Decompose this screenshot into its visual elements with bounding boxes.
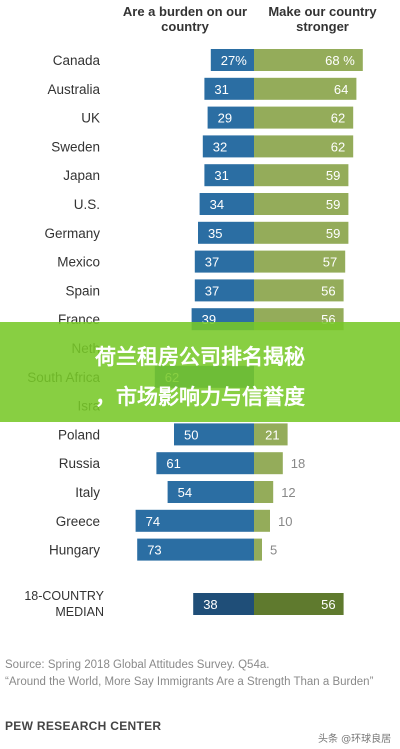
burden-bar	[167, 481, 254, 503]
stronger-value-label: 62	[331, 139, 345, 154]
publisher-name: PEW RESEARCH CENTER	[5, 719, 162, 733]
stronger-value-label: 21	[265, 427, 279, 442]
stronger-bar	[254, 193, 349, 215]
burden-value-label: 54	[178, 485, 192, 500]
country-label: Poland	[58, 427, 100, 442]
source-note: Source: Spring 2018 Global Attitudes Sur…	[5, 659, 270, 671]
burden-value-label: 37	[205, 255, 219, 270]
median-stronger-bar	[254, 593, 344, 615]
burden-bar	[207, 106, 254, 129]
stronger-bar	[254, 538, 262, 561]
stronger-value-label: 56	[321, 283, 335, 298]
banner-title-line2: ，市场影响力与信誉度	[95, 385, 305, 409]
stronger-value-label: 68 %	[325, 53, 355, 68]
overlay-banner	[0, 322, 400, 422]
burden-bar	[199, 193, 254, 215]
stronger-bar	[254, 221, 349, 244]
stronger-bar	[254, 481, 274, 503]
stronger-bar	[254, 77, 357, 100]
stronger-value-label: 59	[326, 168, 340, 183]
burden-bar	[204, 164, 254, 187]
country-label: Italy	[75, 485, 100, 500]
stronger-bar	[254, 452, 283, 475]
burden-bar	[210, 49, 254, 71]
stronger-value-label: 59	[326, 197, 340, 212]
banner-title-line1: 荷兰租房公司排名揭秘	[95, 345, 305, 369]
median-stronger-value: 56	[321, 597, 335, 612]
burden-value-label: 34	[210, 197, 224, 212]
median-label-line1: 18-COUNTRY	[24, 589, 104, 603]
stronger-bar	[254, 106, 354, 129]
burden-bar	[137, 538, 254, 561]
burden-value-label: 35	[208, 226, 222, 241]
diverging-bar-chart: Canada 27% 68 % Australia 31 64 UK 29 62 Sweden 32…	[24, 49, 363, 619]
stronger-value-label: 57	[323, 255, 337, 270]
stronger-bar	[254, 509, 270, 532]
stronger-value-label: 12	[281, 485, 295, 500]
country-label: Australia	[47, 82, 100, 97]
burden-bar	[198, 221, 254, 244]
median-burden-value: 38	[203, 597, 217, 612]
country-label: Russia	[59, 456, 101, 471]
burden-value-label: 37	[205, 283, 219, 298]
burden-value-label: 50	[184, 427, 198, 442]
stronger-value-label: 10	[278, 514, 292, 529]
burden-bar	[194, 250, 254, 273]
country-label: Mexico	[57, 255, 100, 270]
burden-value-label: 29	[218, 111, 232, 126]
country-label: Sweden	[51, 139, 100, 154]
stronger-value-label: 18	[291, 456, 305, 471]
header-stronger: Make our country stronger	[268, 4, 377, 34]
header-burden: Are a burden on our country	[122, 4, 248, 34]
stronger-bar	[254, 279, 344, 302]
country-label: Spain	[65, 283, 100, 298]
burden-bar	[202, 135, 254, 158]
stronger-bar	[254, 49, 363, 71]
burden-value-label: 31	[214, 168, 228, 183]
burden-value-label: 74	[146, 514, 160, 529]
burden-value-label: 27%	[221, 53, 247, 68]
median-burden-bar	[193, 593, 254, 615]
stronger-bar	[254, 250, 346, 273]
stronger-value-label: 59	[326, 226, 340, 241]
median-label-line2: MEDIAN	[55, 605, 104, 619]
country-label: UK	[81, 111, 100, 126]
burden-bar	[156, 452, 254, 475]
country-label: Germany	[44, 226, 100, 241]
burden-value-label: 32	[213, 139, 227, 154]
stronger-bar	[254, 135, 354, 158]
stronger-bar	[254, 423, 288, 446]
burden-value-label: 31	[214, 82, 228, 97]
country-label: Japan	[63, 168, 100, 183]
burden-bar	[194, 279, 254, 302]
burden-bar	[204, 77, 254, 100]
stronger-bar	[254, 164, 349, 187]
burden-bar	[135, 509, 254, 532]
stronger-value-label: 62	[331, 111, 345, 126]
country-label: Greece	[56, 514, 100, 529]
burden-value-label: 61	[166, 456, 180, 471]
stronger-value-label: 5	[270, 543, 277, 558]
stronger-value-label: 64	[334, 82, 348, 97]
country-label: Hungary	[49, 543, 100, 558]
country-label: Canada	[53, 53, 101, 68]
country-label: U.S.	[74, 197, 100, 212]
watermark: 头条 @环球良居	[318, 734, 392, 745]
source-title: “Around the World, More Say Immigrants A…	[5, 676, 374, 688]
burden-value-label: 73	[147, 543, 161, 558]
burden-bar	[174, 423, 254, 446]
